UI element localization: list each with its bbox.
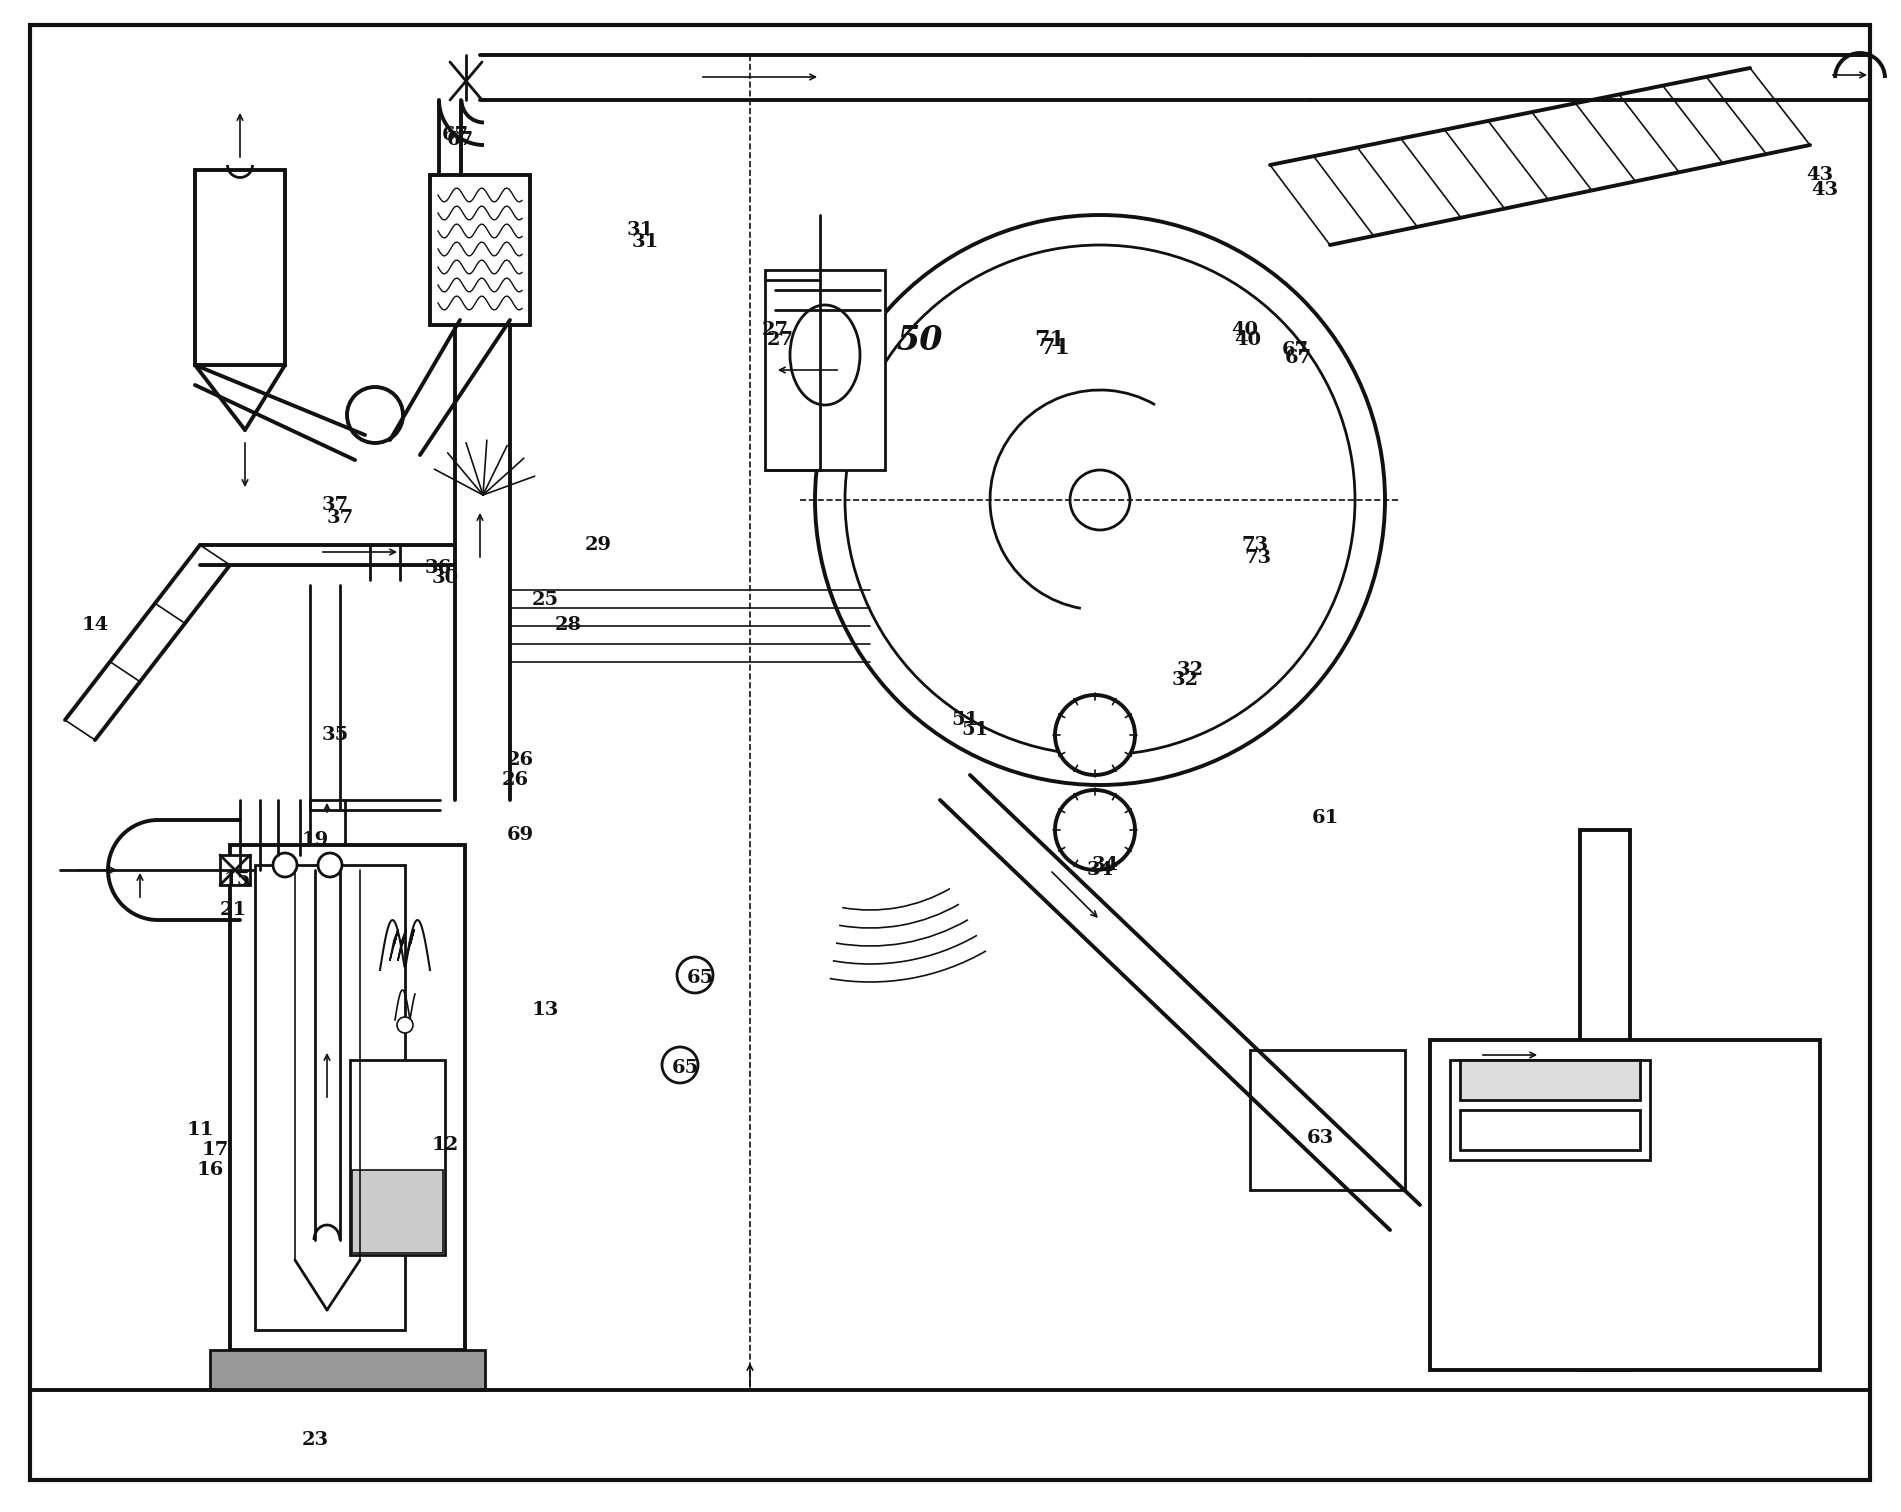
Text: 67: 67 bbox=[1281, 342, 1308, 358]
Bar bbox=[1251, 1049, 1405, 1190]
Text: 11: 11 bbox=[186, 1120, 213, 1139]
Text: 73: 73 bbox=[1245, 549, 1272, 567]
Circle shape bbox=[662, 1046, 698, 1083]
Text: 17: 17 bbox=[202, 1142, 228, 1160]
Text: 32: 32 bbox=[1171, 671, 1198, 689]
Bar bbox=[352, 1170, 443, 1253]
Text: 65: 65 bbox=[686, 969, 713, 987]
Bar bbox=[209, 1350, 485, 1390]
Text: 28: 28 bbox=[555, 615, 582, 634]
Text: 21: 21 bbox=[219, 901, 247, 919]
Bar bbox=[764, 271, 886, 470]
Text: 14: 14 bbox=[82, 615, 108, 634]
Text: 69: 69 bbox=[506, 826, 534, 844]
Bar bbox=[230, 845, 466, 1350]
Bar bbox=[430, 175, 530, 325]
Text: 32: 32 bbox=[1177, 661, 1203, 679]
Text: 30: 30 bbox=[432, 569, 458, 587]
Bar bbox=[196, 169, 285, 364]
Bar bbox=[350, 1060, 445, 1255]
Text: 27: 27 bbox=[762, 321, 789, 339]
Text: 65: 65 bbox=[671, 1058, 700, 1077]
Circle shape bbox=[846, 245, 1355, 754]
Text: 43: 43 bbox=[1812, 181, 1838, 200]
Text: 73: 73 bbox=[1241, 535, 1268, 553]
Circle shape bbox=[274, 853, 297, 877]
Text: 26: 26 bbox=[506, 751, 534, 770]
Text: 13: 13 bbox=[530, 1001, 559, 1019]
Circle shape bbox=[1070, 470, 1129, 531]
Text: 31: 31 bbox=[625, 221, 654, 239]
Text: 16: 16 bbox=[196, 1161, 224, 1179]
Text: 37: 37 bbox=[321, 496, 348, 514]
Bar bbox=[1580, 830, 1629, 1370]
Bar bbox=[1460, 1060, 1641, 1101]
Text: 67: 67 bbox=[441, 125, 468, 144]
Text: 26: 26 bbox=[502, 771, 528, 789]
Text: 71: 71 bbox=[1040, 337, 1070, 358]
Text: 71: 71 bbox=[1034, 330, 1065, 351]
Circle shape bbox=[1055, 789, 1135, 869]
Text: 40: 40 bbox=[1232, 321, 1258, 339]
Circle shape bbox=[677, 957, 713, 993]
Text: 34: 34 bbox=[1087, 860, 1114, 878]
Bar bbox=[1450, 1060, 1650, 1160]
Text: 37: 37 bbox=[327, 510, 354, 528]
Circle shape bbox=[1055, 696, 1135, 776]
Text: 29: 29 bbox=[584, 535, 612, 553]
Text: 43: 43 bbox=[1806, 166, 1834, 184]
Text: 40: 40 bbox=[1234, 331, 1262, 349]
Text: 50: 50 bbox=[897, 324, 943, 357]
Bar bbox=[221, 854, 251, 885]
Circle shape bbox=[348, 387, 403, 443]
Text: 31: 31 bbox=[631, 233, 658, 251]
Bar bbox=[1430, 1040, 1819, 1370]
Text: 27: 27 bbox=[766, 331, 793, 349]
Text: 61: 61 bbox=[1312, 809, 1338, 827]
Text: 15: 15 bbox=[222, 871, 251, 889]
Circle shape bbox=[816, 215, 1386, 785]
Circle shape bbox=[317, 853, 342, 877]
Text: 35: 35 bbox=[321, 726, 348, 744]
Text: 67: 67 bbox=[447, 132, 473, 150]
Text: 63: 63 bbox=[1306, 1129, 1335, 1148]
Text: 51: 51 bbox=[962, 721, 989, 739]
Text: 67: 67 bbox=[1285, 349, 1312, 367]
Text: 12: 12 bbox=[432, 1136, 458, 1154]
Text: 23: 23 bbox=[302, 1430, 329, 1448]
Text: 19: 19 bbox=[302, 832, 329, 850]
Circle shape bbox=[397, 1018, 413, 1033]
Bar bbox=[255, 865, 405, 1331]
Text: 36: 36 bbox=[424, 559, 452, 578]
Text: 51: 51 bbox=[950, 711, 979, 729]
Bar bbox=[1460, 1110, 1641, 1151]
Text: 25: 25 bbox=[532, 591, 559, 609]
Text: 34: 34 bbox=[1091, 856, 1118, 874]
